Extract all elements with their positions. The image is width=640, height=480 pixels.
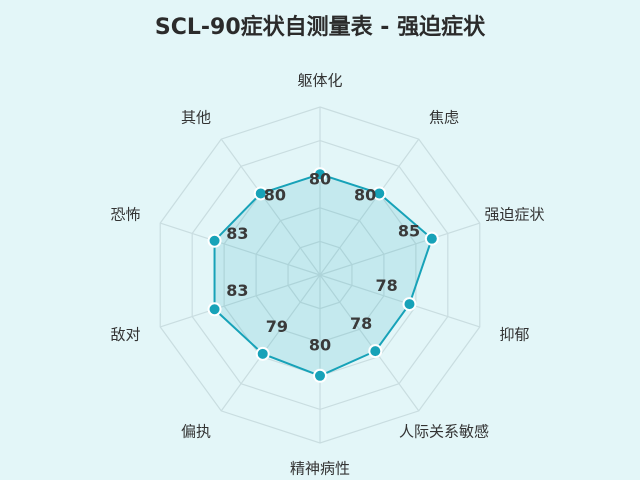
data-label: 80 xyxy=(309,170,331,189)
chart-title: SCL-90症状自测量表 - 强迫症状 xyxy=(154,15,486,40)
grid-spoke xyxy=(319,274,480,328)
data-label: 80 xyxy=(264,186,286,205)
data-point xyxy=(402,297,417,312)
grid-spoke xyxy=(220,138,321,276)
axis-label: 强迫症状 xyxy=(484,206,544,224)
grid-spoke xyxy=(160,222,321,276)
grid-spoke xyxy=(160,274,321,328)
data-point xyxy=(313,167,327,182)
data-label: 80 xyxy=(354,186,376,205)
data-point xyxy=(372,186,387,201)
axis-label: 恐怖 xyxy=(110,206,140,224)
axis-label: 偏执 xyxy=(181,422,211,440)
data-point xyxy=(368,344,383,359)
grid-spoke xyxy=(319,138,420,276)
data-label: 78 xyxy=(376,276,398,295)
data-point xyxy=(424,231,439,246)
axis-label: 其他 xyxy=(181,109,211,127)
data-point xyxy=(207,302,222,317)
data-label: 83 xyxy=(226,281,248,300)
data-label: 78 xyxy=(350,314,372,333)
axis-label: 躯体化 xyxy=(297,72,342,90)
axis-label: 人际关系敏感 xyxy=(399,422,489,440)
grid-spoke xyxy=(319,274,420,412)
axis-label: 焦虑 xyxy=(429,109,459,127)
axis-label: 精神病性 xyxy=(290,460,350,478)
data-label: 83 xyxy=(226,224,248,243)
axis-label: 敌对 xyxy=(110,325,140,343)
data-point xyxy=(313,368,327,383)
grid-spoke xyxy=(319,222,480,276)
data-point xyxy=(255,346,270,361)
radar-series xyxy=(207,167,439,383)
data-label: 80 xyxy=(309,335,331,354)
data-point xyxy=(207,233,222,248)
data-label: 79 xyxy=(266,317,288,336)
data-point xyxy=(253,186,268,201)
axis-label: 抑郁 xyxy=(499,325,529,343)
data-label: 85 xyxy=(398,222,420,241)
grid-spoke xyxy=(220,274,321,412)
